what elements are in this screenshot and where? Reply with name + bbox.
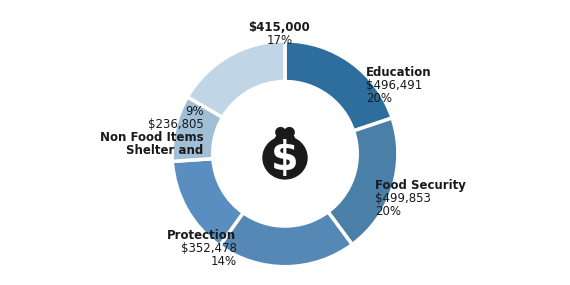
Wedge shape bbox=[188, 41, 285, 117]
Text: 17%: 17% bbox=[266, 34, 292, 47]
Text: Education: Education bbox=[367, 66, 432, 79]
Wedge shape bbox=[172, 97, 222, 161]
Text: Protection: Protection bbox=[168, 229, 237, 242]
Text: $352,478: $352,478 bbox=[181, 242, 237, 255]
Text: $496,491: $496,491 bbox=[367, 79, 422, 92]
Ellipse shape bbox=[276, 134, 294, 143]
Wedge shape bbox=[172, 159, 243, 246]
Text: Food Security: Food Security bbox=[375, 179, 466, 192]
Text: $415,000: $415,000 bbox=[249, 21, 310, 34]
Text: 20%: 20% bbox=[375, 205, 401, 218]
Ellipse shape bbox=[263, 137, 307, 179]
Text: Non Food Items: Non Food Items bbox=[100, 131, 203, 144]
Wedge shape bbox=[219, 212, 352, 267]
Text: 14%: 14% bbox=[210, 255, 237, 268]
Text: $: $ bbox=[271, 139, 299, 179]
Text: 9%: 9% bbox=[185, 105, 203, 118]
Circle shape bbox=[276, 128, 286, 137]
Text: $499,853: $499,853 bbox=[375, 192, 431, 205]
Text: Shelter and: Shelter and bbox=[127, 144, 203, 157]
Circle shape bbox=[284, 128, 294, 137]
Wedge shape bbox=[285, 41, 392, 131]
Text: $236,805: $236,805 bbox=[148, 118, 203, 131]
Wedge shape bbox=[328, 118, 398, 245]
Text: 20%: 20% bbox=[367, 92, 392, 105]
